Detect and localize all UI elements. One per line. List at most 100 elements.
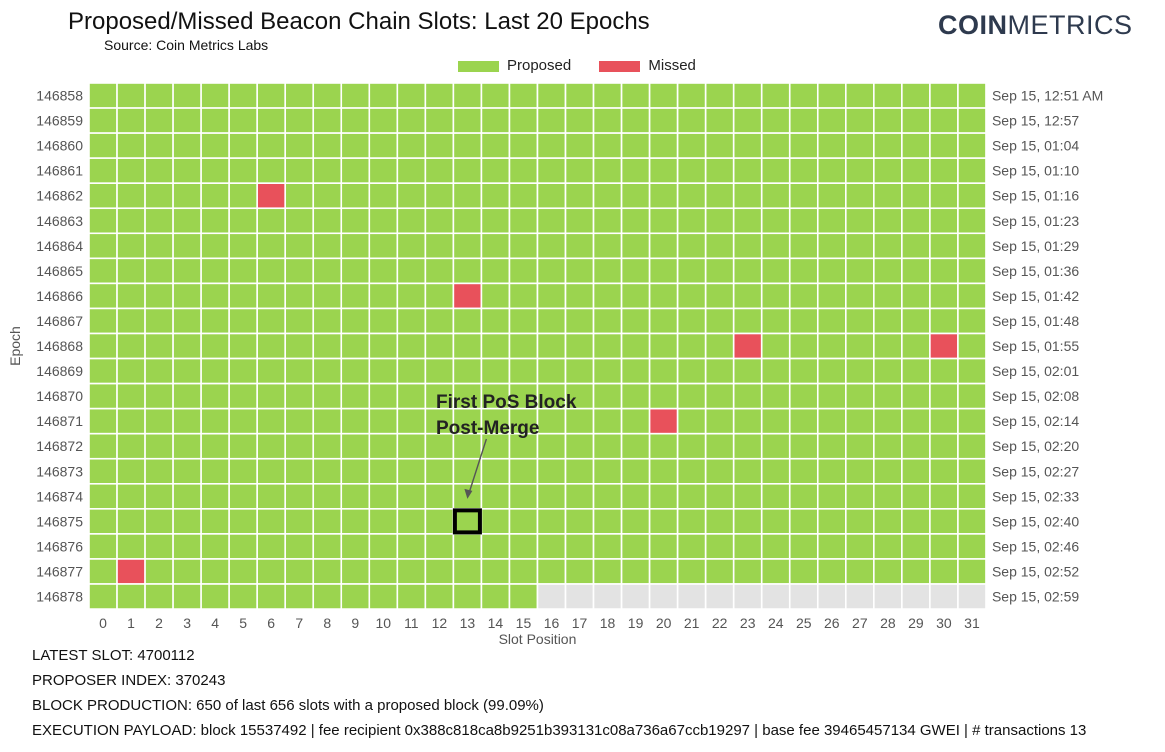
heatmap-cell-proposed: [116, 457, 146, 485]
heatmap-cell-proposed: [816, 182, 847, 210]
heatmap-cell-proposed: [788, 307, 819, 335]
heatmap-cell-proposed: [929, 132, 959, 159]
heatmap-cell-proposed: [144, 207, 174, 235]
heatmap-cell-proposed: [312, 332, 343, 360]
heatmap-cell-proposed: [284, 457, 315, 485]
heatmap-cell-proposed: [424, 307, 455, 335]
heatmap-cell-proposed: [957, 332, 987, 360]
heatmap-cell-proposed: [901, 508, 931, 535]
slot-tick-label: 10: [376, 615, 392, 631]
heatmap-cell-proposed: [620, 332, 651, 360]
heatmap-cell-proposed: [452, 257, 483, 285]
heatmap-cell-proposed: [957, 407, 987, 435]
heatmap-cell-proposed: [340, 332, 371, 360]
heatmap-cell-proposed: [845, 357, 875, 385]
heatmap-cell-proposed: [592, 282, 623, 310]
heatmap-cell-proposed: [929, 157, 959, 184]
epoch-tick-label: 146874: [36, 488, 83, 504]
heatmap-cell-proposed: [816, 457, 847, 485]
heatmap-cell-proposed: [480, 583, 511, 610]
heatmap-cell-proposed: [144, 82, 174, 109]
heatmap-cell-proposed: [424, 282, 455, 310]
heatmap-cell-proposed: [620, 307, 651, 335]
heatmap-cell-proposed: [901, 432, 931, 460]
heatmap-cell-proposed: [873, 332, 903, 360]
heatmap-cell-proposed: [873, 482, 903, 510]
heatmap-cell-proposed: [116, 257, 146, 285]
heatmap-cell-empty: [732, 583, 763, 610]
heatmap-cell-proposed: [788, 432, 819, 460]
heatmap-cell-proposed: [452, 533, 483, 560]
heatmap-cell-proposed: [88, 482, 118, 510]
heatmap-cell-proposed: [704, 207, 735, 235]
heatmap-cell-proposed: [873, 432, 903, 460]
heatmap-cell-proposed: [648, 182, 679, 210]
heatmap-cell-proposed: [200, 107, 230, 134]
heatmap-cell-proposed: [760, 232, 791, 260]
heatmap-cell-proposed: [144, 508, 174, 535]
heatmap-cell-proposed: [648, 157, 679, 184]
heatmap-cell-proposed: [901, 257, 931, 285]
heatmap-cell-proposed: [116, 432, 146, 460]
epoch-time-label: Sep 15, 02:20: [992, 438, 1079, 454]
heatmap-cell-proposed: [592, 332, 623, 360]
heatmap-cell-proposed: [508, 182, 539, 210]
heatmap-cell-proposed: [592, 207, 623, 235]
heatmap-cell-proposed: [620, 132, 651, 159]
heatmap-cell-empty: [845, 583, 875, 610]
heatmap-cell-proposed: [788, 182, 819, 210]
heatmap-cell-proposed: [144, 457, 174, 485]
heatmap-cell-proposed: [845, 257, 875, 285]
heatmap-cell-proposed: [648, 207, 679, 235]
heatmap-cell-proposed: [564, 257, 595, 285]
heatmap-cell-proposed: [788, 407, 819, 435]
heatmap-cell-proposed: [564, 182, 595, 210]
heatmap-cell-proposed: [536, 482, 567, 510]
heatmap-cell-proposed: [816, 207, 847, 235]
heatmap-cell-proposed: [200, 508, 230, 535]
heatmap-cell-proposed: [480, 257, 511, 285]
heatmap-cell-proposed: [228, 82, 258, 109]
epoch-time-label: Sep 15, 02:52: [992, 563, 1079, 579]
heatmap-cell-proposed: [200, 207, 230, 235]
heatmap-cell-proposed: [368, 232, 399, 260]
heatmap-cell-proposed: [564, 457, 595, 485]
heatmap-cell-proposed: [704, 558, 735, 585]
heatmap-cell-proposed: [592, 533, 623, 560]
heatmap-cell-proposed: [396, 357, 427, 385]
heatmap-cell-missed: [648, 407, 679, 435]
heatmap-cell-proposed: [732, 132, 763, 159]
heatmap-cell-proposed: [508, 207, 539, 235]
heatmap-cell-empty: [620, 583, 651, 610]
heatmap-cell-proposed: [536, 257, 567, 285]
heatmap-cell-proposed: [816, 282, 847, 310]
heatmap-cell-proposed: [480, 558, 511, 585]
heatmap-cell-proposed: [536, 432, 567, 460]
heatmap-cell-proposed: [284, 382, 315, 410]
heatmap-cell-proposed: [256, 407, 287, 435]
heatmap-cell-proposed: [312, 282, 343, 310]
heatmap-cell-proposed: [620, 382, 651, 410]
heatmap-cell-proposed: [256, 432, 287, 460]
heatmap-cell-proposed: [284, 482, 315, 510]
heatmap-cell-proposed: [732, 157, 763, 184]
heatmap-cell-proposed: [957, 357, 987, 385]
heatmap-cell-proposed: [816, 132, 847, 159]
heatmap-cell-proposed: [144, 432, 174, 460]
heatmap-cell-proposed: [929, 407, 959, 435]
epoch-time-label: Sep 15, 01:55: [992, 338, 1079, 354]
heatmap-cell-proposed: [760, 558, 791, 585]
slot-tick-label: 11: [404, 615, 419, 631]
heatmap-cell-proposed: [648, 357, 679, 385]
heatmap-cell-proposed: [957, 432, 987, 460]
heatmap-cell-proposed: [620, 432, 651, 460]
heatmap-cell-proposed: [901, 357, 931, 385]
legend-label-missed: Missed: [648, 57, 696, 74]
heatmap-cell-proposed: [88, 533, 118, 560]
heatmap-cell-proposed: [929, 107, 959, 134]
heatmap-cell-proposed: [788, 282, 819, 310]
heatmap-cell-proposed: [480, 232, 511, 260]
heatmap-cell-proposed: [873, 182, 903, 210]
heatmap-cell-proposed: [901, 457, 931, 485]
heatmap-cell-proposed: [172, 82, 202, 109]
